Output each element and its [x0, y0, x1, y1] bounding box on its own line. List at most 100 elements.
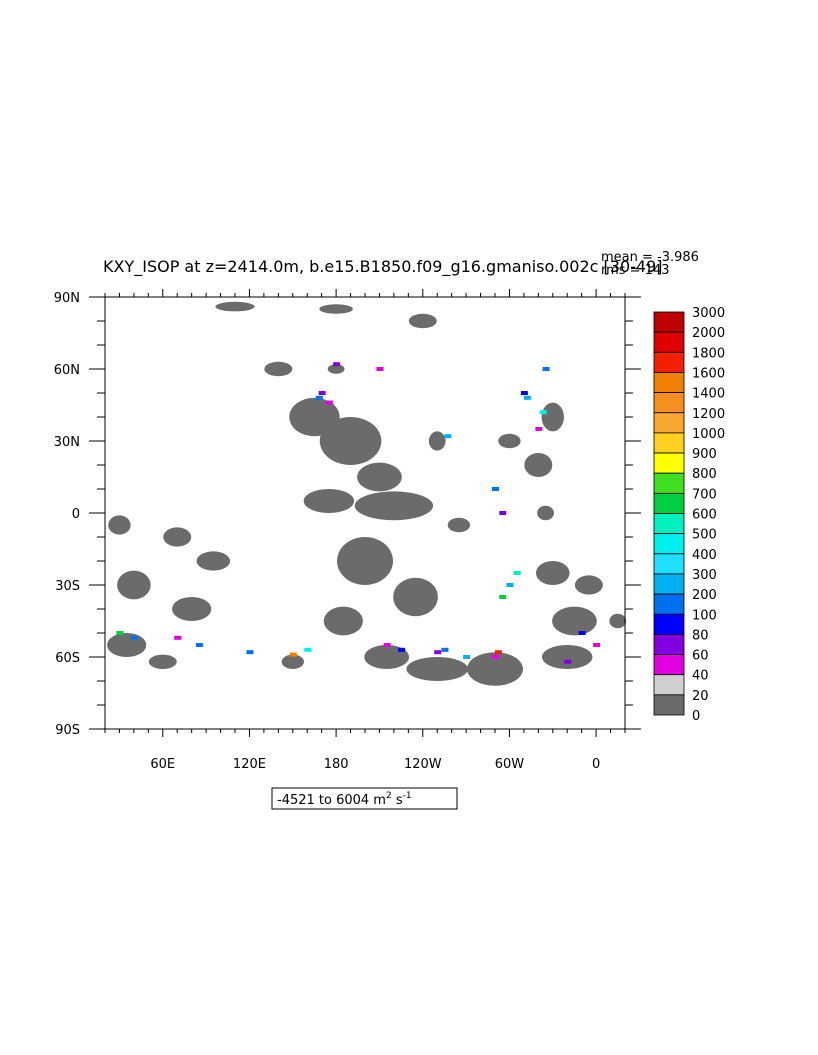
map-panel: 90N 60N 30N 0 30S 60S 90S 60E 120E 180 120W 60W 0 — [54, 289, 641, 772]
ocean-patch — [498, 433, 521, 449]
longitude-label: 120W — [404, 757, 442, 772]
ocean-patch — [281, 654, 304, 669]
value-patch — [499, 511, 507, 515]
colorbar-label: 1000 — [692, 427, 725, 442]
range-label-text: -4521 to 6004 m2 s-1 — [277, 791, 412, 808]
ocean-patch — [117, 570, 151, 600]
colorbar-swatch — [653, 573, 685, 595]
ocean-patch — [541, 402, 564, 432]
latitude-label: 30S — [55, 579, 80, 594]
latitude-label: 60S — [55, 651, 80, 666]
ocean-patch — [323, 606, 363, 636]
longitude-label: 180 — [324, 757, 349, 772]
value-patch — [398, 647, 406, 652]
colorbar-label: 1400 — [692, 387, 725, 402]
value-patch — [564, 659, 572, 664]
colorbar-swatch — [653, 351, 685, 373]
value-patch — [506, 583, 514, 587]
colorbar-label: 800 — [692, 467, 717, 482]
value-patch — [325, 400, 333, 405]
value-patch — [444, 434, 452, 439]
range-label: -4521 to 6004 m2 s-1 — [271, 787, 458, 810]
ocean-patch — [364, 645, 410, 669]
ocean-patch — [215, 301, 255, 312]
colorbar-label: 40 — [692, 669, 709, 684]
value-patch — [130, 635, 138, 640]
ocean-patch — [319, 417, 382, 465]
value-patch — [523, 395, 531, 400]
ocean-patch — [303, 489, 355, 513]
ocean-patch — [354, 491, 434, 521]
mean-stat: mean = -3.986 — [601, 250, 699, 265]
value-patch — [492, 487, 499, 491]
latitude-label: 90S — [55, 723, 80, 738]
ocean-patch — [609, 613, 627, 629]
ocean-patch — [542, 645, 593, 669]
ocean-patch — [148, 654, 177, 669]
range-label-box — [271, 787, 458, 810]
colorbar-label: 300 — [692, 568, 717, 583]
colorbar-swatch — [653, 492, 685, 514]
ocean-patch — [327, 364, 345, 374]
value-patch — [289, 652, 297, 657]
latitude-labels: 90N 60N 30N 0 30S 60S 90S — [54, 291, 80, 738]
colorbar-label: 1200 — [692, 407, 725, 422]
latitude-label: 60N — [54, 363, 80, 378]
colorbar-swatch — [653, 513, 685, 535]
value-patch — [304, 647, 312, 652]
value-patch — [195, 643, 203, 647]
ocean-patch — [535, 561, 570, 585]
value-patch — [513, 571, 521, 575]
ocean-patch — [196, 551, 231, 571]
ocean-patch — [108, 515, 131, 535]
colorbar-swatch — [653, 674, 685, 696]
colorbar-swatch — [653, 412, 685, 434]
value-patch — [441, 647, 449, 652]
value-patch — [333, 362, 341, 367]
colorbar-label: 60 — [692, 649, 709, 664]
ocean-patch — [172, 597, 212, 621]
colorbar-swatch — [653, 372, 685, 394]
ocean-patch — [337, 537, 393, 585]
colorbar-swatch — [653, 472, 685, 494]
colorbar-swatch — [653, 553, 685, 575]
plot-title: KXY_ISOP at z=2414.0m, b.e15.B1850.f09_g… — [103, 257, 663, 277]
ocean-patch — [264, 361, 293, 377]
value-patch — [492, 655, 499, 659]
value-patch — [535, 427, 543, 431]
ocean-patch — [537, 505, 554, 521]
colorbar-label: 0 — [692, 709, 700, 724]
longitude-label: 120E — [233, 757, 266, 772]
value-patch — [539, 410, 547, 415]
longitude-label: 0 — [592, 757, 600, 772]
axis-ticks — [89, 289, 641, 737]
latitude-label: 0 — [72, 507, 80, 522]
colorbar-label: 20 — [692, 689, 709, 704]
longitude-label: 60E — [150, 757, 175, 772]
ocean-patch — [574, 575, 603, 595]
value-patch — [383, 643, 391, 647]
ocean-patch — [524, 453, 553, 477]
longitude-label: 60W — [495, 757, 525, 772]
value-patch — [434, 650, 442, 655]
value-patch — [315, 395, 323, 400]
ocean-patch — [163, 527, 192, 547]
value-patch — [542, 367, 550, 371]
colorbar-swatch — [653, 634, 685, 655]
colorbar-label: 80 — [692, 628, 709, 643]
value-patch — [499, 595, 507, 599]
colorbar: 3000200018001600140012001000900800700600… — [653, 306, 725, 724]
ocean-patch — [406, 657, 469, 681]
longitude-labels: 60E 120E 180 120W 60W 0 — [150, 757, 600, 772]
ocean-patch — [107, 633, 147, 657]
value-patch — [246, 650, 254, 655]
ocean-patch — [357, 462, 402, 492]
latitude-label: 30N — [54, 435, 80, 450]
colorbar-swatch — [653, 432, 685, 454]
value-patch — [578, 631, 586, 635]
ocean-patch — [408, 313, 437, 329]
colorbar-swatch — [653, 311, 685, 333]
colorbar-label: 500 — [692, 528, 717, 543]
ocean-patch — [319, 304, 353, 314]
